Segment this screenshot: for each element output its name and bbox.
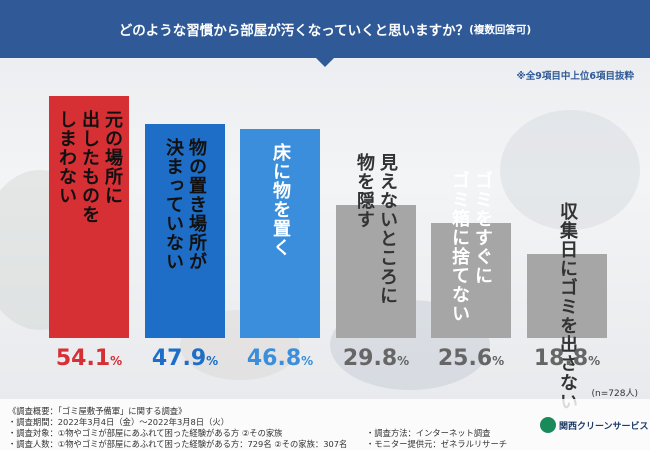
bar-6 xyxy=(527,254,607,338)
value-number: 25.6 xyxy=(437,346,493,371)
logo-globe-icon xyxy=(540,417,556,433)
value-percent: % xyxy=(301,354,314,368)
value-percent: % xyxy=(492,354,505,368)
logo-text: 関西クリーンサービス xyxy=(559,421,649,432)
bar-label-1: 元の場所に 出したものを しまわない xyxy=(56,110,123,224)
survey-provider: ・モニター提供元：ゼネラルリサーチ xyxy=(366,439,508,449)
value-number: 47.9 xyxy=(151,346,207,371)
value-label-2: 47.9% xyxy=(145,346,225,371)
survey-method: ・調査方法：インターネット調査 xyxy=(366,428,491,438)
value-percent: % xyxy=(110,354,123,368)
value-percent: % xyxy=(206,354,219,368)
bar-label-6: 収集日にゴミを出さない xyxy=(557,202,578,411)
value-label-5: 25.6% xyxy=(431,346,511,371)
bar-4 xyxy=(336,205,416,338)
bar-label-5: ゴミをすぐに ゴミ箱に捨てない xyxy=(449,171,493,323)
value-number: 46.8 xyxy=(246,346,302,371)
bar-2 xyxy=(145,124,225,338)
value-label-6: 18.8% xyxy=(527,346,607,371)
value-label-3: 46.8% xyxy=(240,346,320,371)
value-number: 18.8 xyxy=(533,346,589,371)
survey-target: ・調査対象：①物やゴミが部屋にあふれて困った経験がある方 ②その家族 xyxy=(8,428,283,438)
value-label-1: 54.1% xyxy=(49,346,129,371)
bar-label-3: 床に物を置く xyxy=(270,143,291,257)
bar-3 xyxy=(240,129,320,338)
background-photo-blob xyxy=(500,110,640,230)
sample-size-label: (n=728人) xyxy=(591,389,638,399)
survey-count: ・調査人数：①物やゴミが部屋にあふれて困った経験がある方：729名 ②その家族：… xyxy=(8,439,348,449)
bar-label-2: 物の置き場所が 決まっていない xyxy=(163,138,207,271)
value-number: 54.1 xyxy=(55,346,111,371)
title-notch xyxy=(316,58,334,67)
excerpt-note: ※全9項目中上位6項目抜粋 xyxy=(516,71,634,82)
bar-1 xyxy=(49,96,129,338)
value-percent: % xyxy=(397,354,410,368)
chart-title-main: どのような習慣から部屋が汚くなっていくと思いますか？ xyxy=(118,23,470,39)
chart-title-sub: (複数回答可) xyxy=(469,23,532,36)
survey-period: ・調査期間：2022年3月4日（金）～2022年3月8日（火） xyxy=(8,417,229,427)
value-number: 29.8 xyxy=(342,346,398,371)
survey-heading: 《調査概要：「ゴミ屋敷予備軍」に関する調査》 xyxy=(8,406,187,416)
title-banner xyxy=(0,0,650,58)
value-label-4: 29.8% xyxy=(336,346,416,371)
bar-5 xyxy=(431,223,511,338)
company-logo: 関西クリーンサービス xyxy=(540,416,649,434)
value-percent: % xyxy=(588,354,601,368)
bar-label-4: 見えないところに 物を隠す xyxy=(354,153,398,305)
chart-title: どのような習慣から部屋が汚くなっていくと思いますか？ (複数回答可) xyxy=(0,0,650,58)
